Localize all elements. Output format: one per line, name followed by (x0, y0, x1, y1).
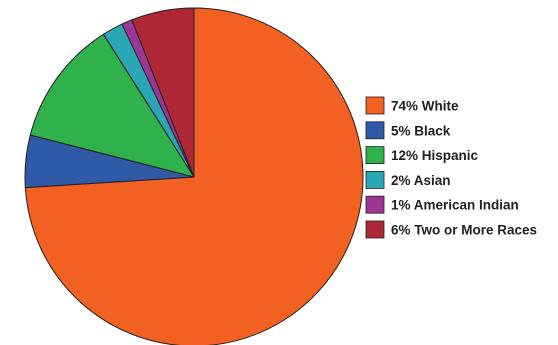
legend-swatch (365, 146, 385, 165)
pie-slice-hispanic (29, 33, 195, 178)
legend-swatch (365, 195, 385, 214)
legend-swatch (365, 96, 385, 115)
legend-item-asian: 2% Asian (365, 170, 451, 189)
legend-swatch (365, 220, 385, 239)
legend-item-white: 74% White (365, 96, 459, 115)
pie-slices (24, 7, 364, 345)
legend-item-black: 5% Black (365, 121, 451, 140)
legend-swatch (365, 170, 385, 189)
legend-item-two-or-more-races: 6% Two or More Races (365, 220, 537, 239)
legend-label: 12% Hispanic (391, 148, 479, 163)
legend-label: 74% White (391, 99, 459, 114)
legend-swatch (365, 121, 385, 140)
legend-label: 1% American Indian (391, 198, 519, 213)
pie-slice-two-or-more-races (131, 7, 195, 178)
legend-label: 2% Asian (391, 173, 451, 188)
legend: 74% White 5% Black 12% Hispanic 2% Asian 1% … (365, 96, 537, 239)
legend-label: 6% Two or More Races (391, 223, 537, 238)
legend-label: 5% Black (391, 123, 451, 138)
legend-item-hispanic: 12% Hispanic (365, 146, 479, 165)
legend-item-american-indian: 1% American Indian (365, 195, 519, 214)
